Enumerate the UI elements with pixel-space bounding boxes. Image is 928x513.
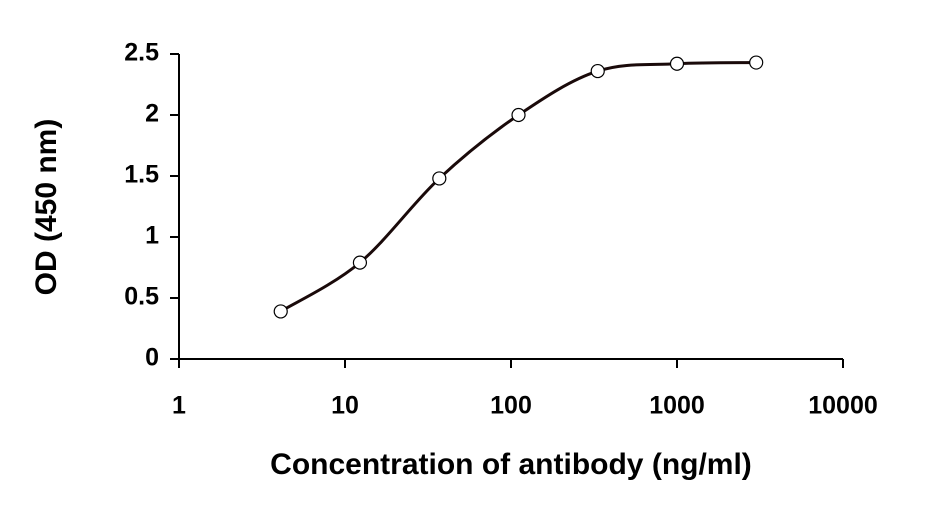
point [669,56,685,71]
curve [279,61,757,313]
x-tick-label: 1000 [649,392,705,420]
y-axis-title: OD (450 nm) [30,119,63,296]
y-tick-label: 2.5 [124,39,159,67]
point [273,304,288,319]
y-tick-label: 1.5 [124,161,159,189]
point [590,63,605,79]
y-tick-label: 2 [145,100,159,128]
y-tick-label: 0.5 [124,283,159,311]
x-tick-label: 1 [172,392,186,420]
x-axis-title: Concentration of antibody (ng/ml) [270,448,752,481]
x-tick-label: 10 [331,392,359,420]
x-tick-label: 10000 [808,392,878,420]
x-tick-label: 100 [490,392,532,420]
y-tick-label: 0 [145,344,159,372]
point [352,255,368,270]
point [749,55,764,70]
y-tick-label: 1 [145,222,159,250]
point [432,171,447,186]
point [511,107,526,123]
